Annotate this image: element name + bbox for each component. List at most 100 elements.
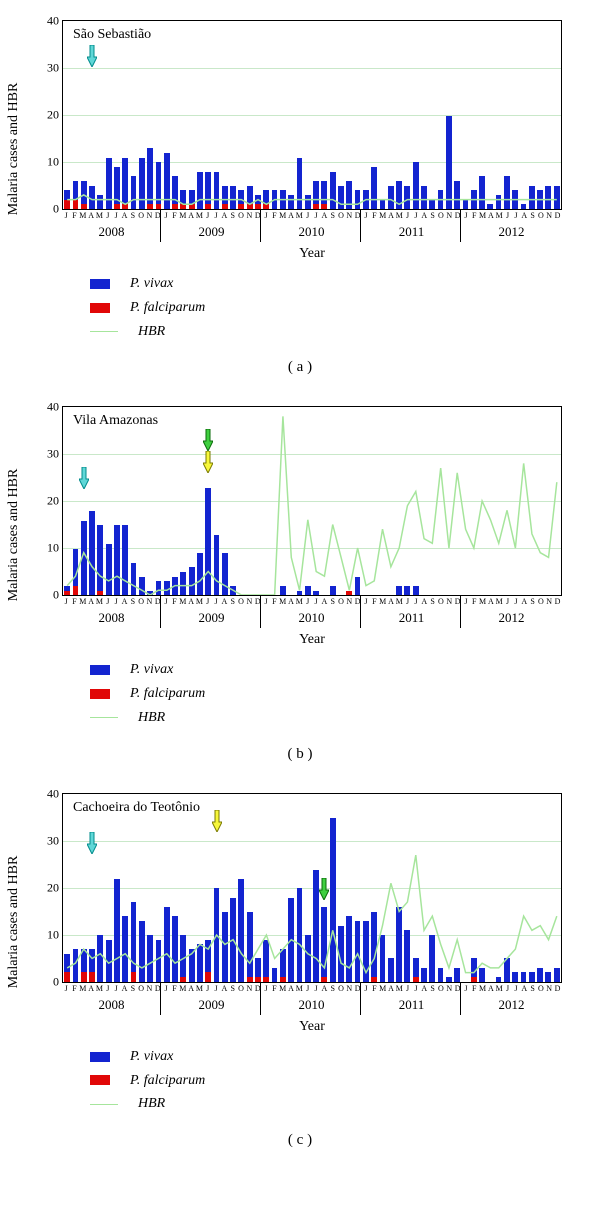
bar-slot [420,407,428,595]
month-tick: O [337,596,345,606]
vivax-bar [131,902,137,972]
month-tick: J [312,210,320,220]
vivax-bar [321,907,327,977]
year-separator [160,596,161,628]
month-tick: A [87,596,95,606]
bar-slot [329,407,337,595]
bar-stack [487,204,493,209]
bar-stack [156,940,162,982]
bar-stack [413,162,419,209]
vivax-bar [114,879,120,982]
year-row: 20082009201020112012 [62,224,562,240]
bar-slot [270,407,278,595]
vivax-bar [139,577,145,596]
month-tick: D [553,210,561,220]
vivax-bar [81,181,87,204]
bar-slot [104,407,112,595]
vivax-bar [479,176,485,209]
bar-stack [247,912,253,982]
bar-stack [122,525,128,595]
month-tick: A [487,983,495,993]
vivax-bar [156,581,162,595]
bar-slot [121,794,129,982]
vivax-bar [355,921,361,982]
legend-label: HBR [138,706,165,730]
vivax-bar [81,949,87,972]
bar-slot [187,407,195,595]
bar-stack [446,116,452,210]
month-tick: M [478,983,486,993]
bar-stack [463,200,469,209]
bars-container [63,794,561,982]
bar-stack [297,591,303,596]
bar-slot [445,407,453,595]
month-tick: J [262,983,270,993]
bar-slot [229,407,237,595]
bar-slot [146,407,154,595]
year-separator [260,983,261,1015]
bar-stack [371,912,377,982]
month-tick: N [145,983,153,993]
bar-slot [196,794,204,982]
vivax-bar [313,870,319,982]
bar-stack [106,940,112,982]
year-separator [460,983,461,1015]
month-tick: J [162,596,170,606]
bar-stack [97,525,103,595]
yellow-arrow-icon [203,451,213,473]
vivax-bar [230,586,236,595]
bar-slot [362,407,370,595]
bar-stack [89,186,95,209]
month-tick: F [370,210,378,220]
bar-slot [436,21,444,209]
bar-slot [511,407,519,595]
bar-slot [312,407,320,595]
month-tick: J [112,596,120,606]
vivax-bar [156,940,162,982]
bar-slot [337,794,345,982]
bar-slot [129,21,137,209]
legend-swatch [90,1075,110,1085]
bar-stack [230,586,236,595]
vivax-bar [205,488,211,596]
bar-stack [346,916,352,981]
month-tick: F [370,596,378,606]
year-label: 2009 [162,224,262,240]
bar-slot [204,21,212,209]
vivax-bar [512,972,518,981]
bar-slot [411,21,419,209]
falciparum-bar [81,204,87,209]
bar-slot [129,407,137,595]
bar-slot [329,794,337,982]
bar-slot [104,794,112,982]
bar-slot [395,794,403,982]
bar-slot [221,407,229,595]
bar-stack [504,176,510,209]
month-tick: M [179,983,187,993]
month-tick: A [187,983,195,993]
bar-slot [146,21,154,209]
bar-slot [96,407,104,595]
month-tick: F [270,596,278,606]
bar-stack [371,167,377,209]
bar-slot [287,21,295,209]
year-label: 2012 [462,997,562,1013]
month-tick: J [212,983,220,993]
month-ticks: JFMAMJJASONDJFMAMJJASONDJFMAMJJASONDJFMA… [62,983,562,993]
month-tick: M [478,596,486,606]
bar-stack [529,186,535,209]
bar-slot [478,21,486,209]
month-tick: J [212,596,220,606]
bar-stack [280,949,286,982]
bar-slot [320,407,328,595]
bar-slot [536,21,544,209]
bar-stack [222,186,228,209]
bar-slot [262,407,270,595]
vivax-bar [73,181,79,200]
falciparum-bar [321,977,327,982]
month-tick: N [445,596,453,606]
vivax-bar [255,195,261,204]
falciparum-bar [263,977,269,982]
year-label: 2011 [362,997,462,1013]
bar-stack [214,535,220,596]
